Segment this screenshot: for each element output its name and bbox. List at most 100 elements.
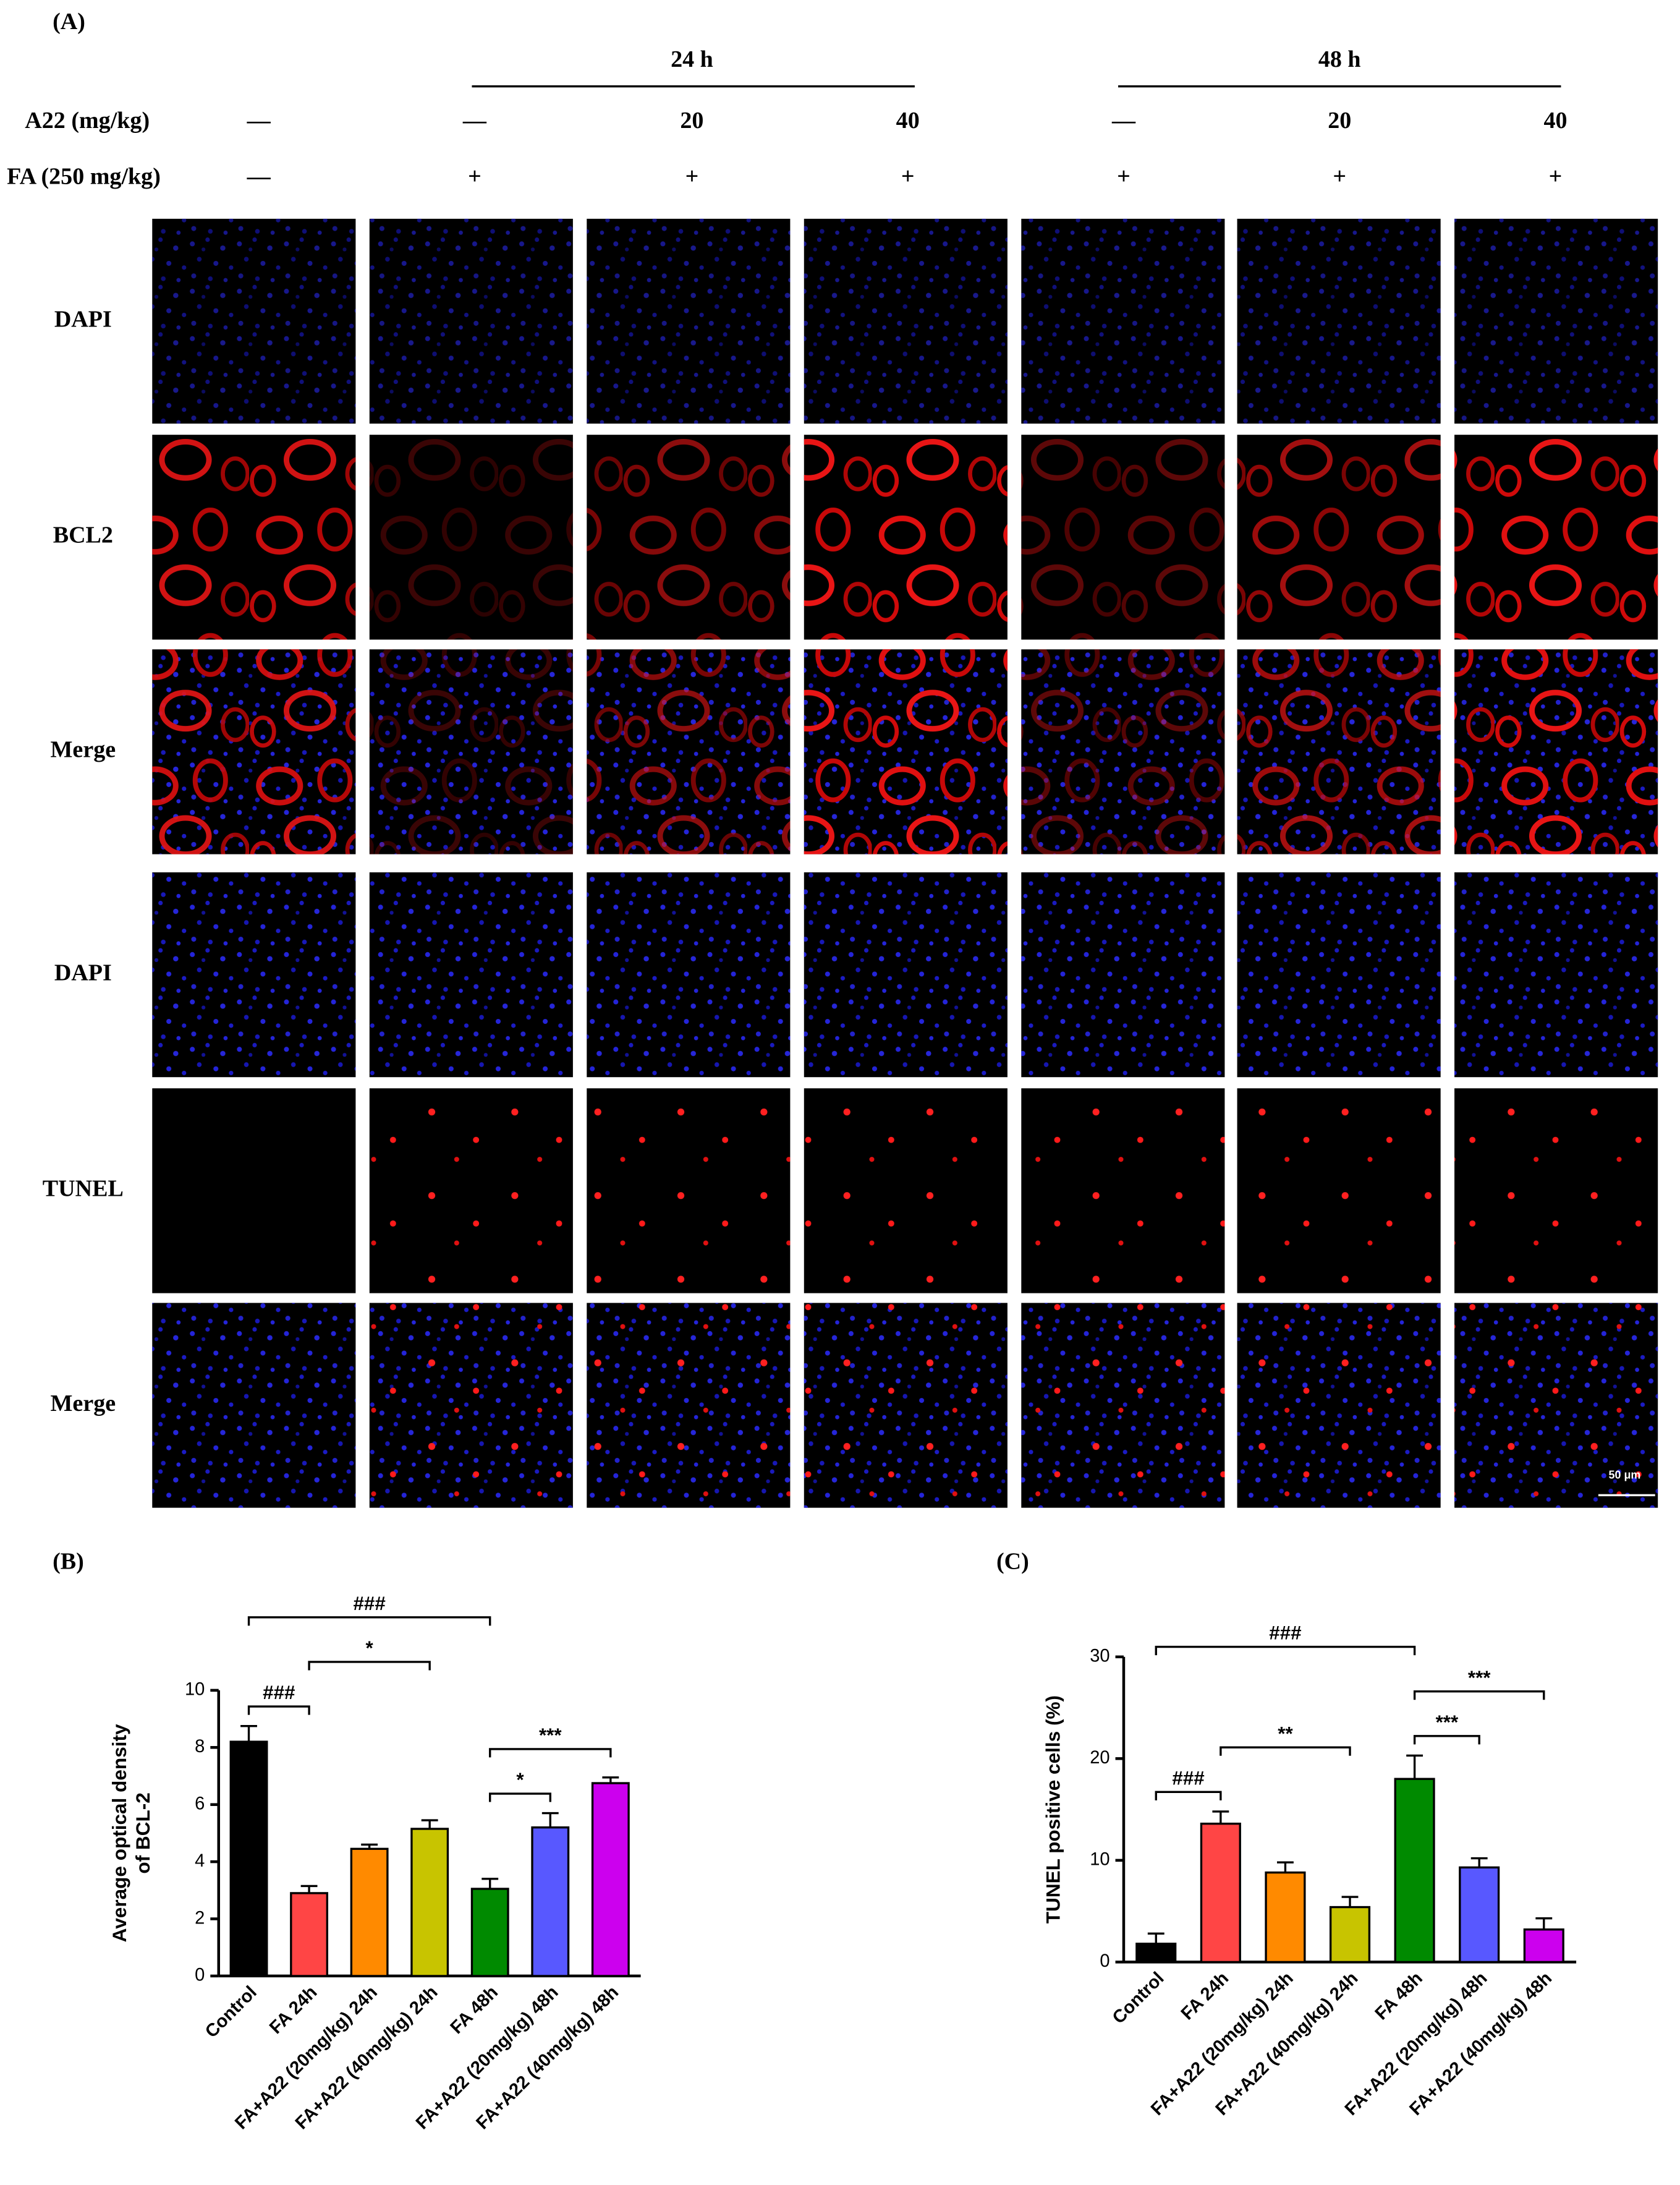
micrograph-signal xyxy=(1237,1088,1441,1293)
micrograph xyxy=(152,1303,356,1508)
error-bar xyxy=(602,1776,619,1784)
bar xyxy=(350,1847,389,1977)
condition-value: 40 xyxy=(1543,108,1567,134)
image-row-label: DAPI xyxy=(54,960,112,986)
micrograph xyxy=(1021,218,1225,424)
micrograph xyxy=(1454,649,1658,854)
micrograph xyxy=(804,649,1008,854)
bar xyxy=(1523,1928,1564,1964)
micrograph-signal xyxy=(1454,872,1658,1078)
error-bar xyxy=(300,1885,318,1893)
micrograph-signal xyxy=(1021,649,1225,854)
micrograph-signal xyxy=(1237,435,1441,640)
bar xyxy=(531,1826,570,1977)
significance-bracket xyxy=(1155,1645,1416,1656)
condition-value: — xyxy=(247,108,271,134)
time-group: 24 h xyxy=(671,46,713,72)
error-bar xyxy=(361,1843,378,1849)
micrograph-signal xyxy=(1237,218,1441,424)
condition-value: 40 xyxy=(896,108,920,134)
image-row-label: DAPI xyxy=(54,306,112,332)
micrograph-signal xyxy=(804,435,1008,640)
condition-value: — xyxy=(462,108,487,134)
condition-value: + xyxy=(468,163,482,189)
significance-bracket xyxy=(308,1661,431,1671)
micrograph-bg xyxy=(152,1088,356,1293)
micrograph-signal xyxy=(1021,1303,1225,1508)
error-bar xyxy=(240,1724,257,1742)
significance-label: ### xyxy=(263,1682,295,1703)
micrograph-signal xyxy=(587,1088,791,1293)
condition-value: + xyxy=(1333,163,1346,189)
micrograph xyxy=(369,872,573,1078)
scale-bar-label: 50 μm xyxy=(1609,1469,1641,1481)
micrograph-signal xyxy=(1454,218,1658,424)
row-label: FA (250 mg/kg) xyxy=(7,163,161,189)
y-tick-label: 10 xyxy=(185,1680,205,1700)
micrograph xyxy=(1454,1088,1658,1293)
image-row-label: Merge xyxy=(51,737,116,763)
micrograph-signal xyxy=(1454,649,1658,854)
micrograph xyxy=(587,435,791,640)
error-bar xyxy=(541,1812,559,1828)
micrograph-signal xyxy=(1454,1088,1658,1293)
micrograph-signal xyxy=(587,649,791,854)
y-tick-label: 2 xyxy=(195,1908,205,1928)
micrograph xyxy=(152,218,356,424)
x-tick-label: FA 24h xyxy=(1177,1969,1232,2024)
condition-value: — xyxy=(247,163,271,189)
bar xyxy=(410,1828,449,1977)
condition-value: + xyxy=(1117,163,1131,189)
micrograph xyxy=(369,649,573,854)
micrograph xyxy=(152,872,356,1078)
significance-label: * xyxy=(366,1637,374,1659)
condition-value: + xyxy=(901,163,915,189)
x-tick-label: FA 48h xyxy=(1372,1969,1427,2024)
micrograph xyxy=(804,1088,1008,1293)
bar xyxy=(1459,1866,1500,1964)
error-bar xyxy=(1470,1857,1488,1868)
micrograph-signal xyxy=(1454,435,1658,640)
micrograph xyxy=(1021,649,1225,854)
micrograph xyxy=(1021,1303,1225,1508)
significance-label: *** xyxy=(1468,1667,1491,1689)
micrograph xyxy=(1454,1303,1658,1508)
micrograph-signal xyxy=(369,435,573,640)
micrograph-signal xyxy=(587,218,791,424)
y-tick-label: 20 xyxy=(1090,1748,1109,1768)
micrograph xyxy=(804,218,1008,424)
significance-label: * xyxy=(516,1769,524,1791)
micrograph-signal xyxy=(804,1303,1008,1508)
micrograph-signal xyxy=(587,872,791,1078)
micrograph-signal xyxy=(1021,435,1225,640)
condition-value: 20 xyxy=(680,108,703,134)
micrograph-signal xyxy=(804,649,1008,854)
micrograph-signal xyxy=(152,649,356,854)
x-tick-label: Control xyxy=(202,1982,261,2042)
micrograph-signal xyxy=(369,1303,573,1508)
significance-label: ### xyxy=(353,1593,385,1614)
micrograph-signal xyxy=(587,435,791,640)
error-bar xyxy=(421,1819,438,1829)
error-bar xyxy=(1406,1754,1423,1779)
micrograph xyxy=(1454,435,1658,640)
y-tick-label: 4 xyxy=(195,1851,205,1871)
significance-label: ### xyxy=(1172,1767,1204,1789)
micrograph-signal xyxy=(1237,1303,1441,1508)
significance-bracket xyxy=(247,1705,310,1715)
y-axis-label: TUNEL positive cells (%) xyxy=(1042,1695,1064,1923)
micrograph xyxy=(369,435,573,640)
micrograph xyxy=(1454,872,1658,1078)
micrograph xyxy=(587,872,791,1078)
micrograph xyxy=(804,1303,1008,1508)
micrograph xyxy=(804,872,1008,1078)
error-bar xyxy=(1147,1932,1165,1944)
row-label: A22 (mg/kg) xyxy=(25,108,150,134)
micrograph-signal xyxy=(1237,649,1441,854)
micrograph xyxy=(152,435,356,640)
image-row-label: Merge xyxy=(51,1391,116,1416)
y-tick-label: 0 xyxy=(1100,1951,1109,1971)
bar xyxy=(1200,1822,1241,1964)
error-bar xyxy=(1341,1896,1359,1907)
